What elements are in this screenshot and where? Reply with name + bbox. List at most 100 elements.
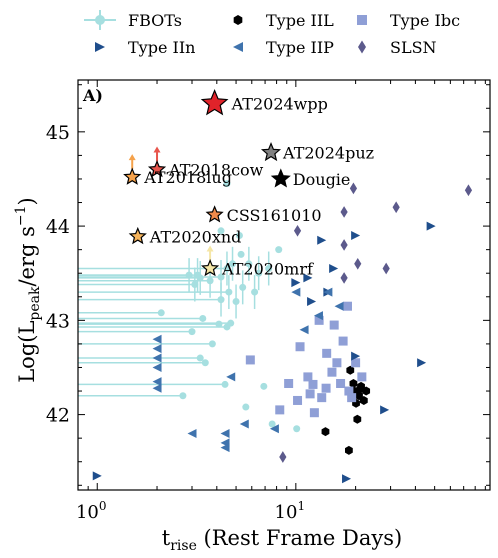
fbot-point [191, 281, 199, 289]
iip-point [239, 419, 249, 429]
event-label: AT2018cow [168, 161, 264, 180]
iin-point [307, 296, 317, 306]
ibc-point [275, 405, 285, 415]
legend-marker-slsn [358, 40, 366, 54]
iin-point [351, 231, 361, 241]
iil-point [353, 414, 362, 424]
plot-frame [77, 79, 491, 491]
iil-point [356, 384, 365, 394]
legend-marker-ibc [357, 15, 367, 25]
fbot-point [223, 180, 231, 188]
ibc-point [344, 386, 354, 396]
fbot-point [275, 246, 283, 254]
fbot-point [293, 425, 301, 433]
slsn-point [464, 184, 473, 197]
y-tick-label: 45 [46, 122, 70, 144]
upper-limit-arrowhead [128, 154, 136, 161]
fbot-point [157, 309, 165, 317]
iin-point [417, 358, 427, 368]
slsn-point [293, 224, 302, 237]
ibc-point [314, 315, 324, 325]
slsn-point [340, 272, 348, 284]
legend-marker-iil [233, 15, 243, 25]
event-label: Dougie [293, 170, 351, 189]
fbot-point [260, 382, 268, 390]
legend-label-ibc: Type Ibc [390, 11, 460, 30]
iip-point [299, 325, 309, 335]
ibc-point [293, 395, 303, 405]
iip-point [152, 377, 162, 387]
iip-point [152, 344, 162, 354]
iin-point [380, 405, 390, 415]
ibc-point [342, 301, 352, 311]
x-tick-label: 100 [76, 499, 107, 523]
event-label: CSS161010 [227, 206, 322, 225]
event-label: AT2018lug [143, 168, 232, 187]
slsn-point [382, 262, 390, 275]
axes: 100 101 42 43 44 45 [46, 80, 490, 523]
event-label: AT2020mrf [221, 260, 314, 279]
y-tick-label: 44 [46, 216, 70, 238]
fbot-point [217, 273, 225, 281]
fbot-point [215, 320, 223, 328]
upper-limit-arrowhead [206, 245, 214, 252]
ibc-point [347, 393, 357, 403]
legend-label-iip: Type IIP [266, 38, 334, 57]
legend-label-slsn: SLSN [390, 38, 437, 57]
iip-point [334, 301, 344, 311]
fbot-point [217, 296, 225, 304]
fbot-point [201, 359, 209, 367]
legend-label-iin: Type IIn [128, 38, 195, 57]
fbot-point [179, 392, 187, 400]
event-star [123, 167, 142, 185]
iip-point [152, 362, 162, 372]
iin-point [317, 235, 327, 245]
iin-point [351, 351, 361, 361]
iil-point [321, 427, 330, 437]
ibc-point [357, 372, 367, 382]
ibc-point [336, 378, 346, 388]
fbot-point [235, 232, 243, 240]
y-tick-label: 43 [46, 310, 70, 332]
iip-point [187, 428, 197, 438]
fbot-point [251, 288, 259, 296]
fbot-point [208, 340, 216, 348]
fbot-point [268, 420, 276, 428]
fbot-point [188, 328, 196, 336]
ibc-point [295, 342, 305, 352]
x-tick-label: 101 [275, 499, 306, 523]
legend-marker-iip [233, 42, 243, 52]
ibc-point [327, 367, 337, 377]
iin-point [342, 474, 352, 484]
fbot-point [223, 265, 231, 273]
slsn-point [349, 182, 358, 195]
event-star [147, 159, 167, 178]
fbot-point [237, 250, 245, 258]
ibc-point [338, 336, 348, 346]
ibc-point [351, 358, 361, 368]
ibc-point [303, 372, 313, 382]
fbot-point [242, 403, 250, 411]
ibc-point [322, 348, 332, 358]
ibc-point [245, 355, 255, 365]
fbot-point [196, 274, 204, 282]
fbot-point [196, 354, 204, 362]
iil-point [349, 378, 358, 388]
ibc-point [284, 378, 294, 388]
event-star [200, 258, 220, 277]
legend-marker-fbot [95, 15, 105, 25]
legend-label-fbot: FBOTs [128, 11, 182, 30]
fbot-point [245, 260, 253, 268]
iil-point [362, 386, 371, 396]
iin-point [303, 273, 313, 283]
fbot-point [217, 227, 225, 235]
event-star [260, 142, 282, 162]
legend: FBOTs Type IIL Type Ibc Type IIn Type IIP SLS… [84, 10, 460, 57]
ibc-point [309, 408, 319, 418]
event-star [205, 205, 224, 223]
fbot-point [223, 323, 231, 331]
iip-point [291, 287, 301, 297]
iip-point [152, 353, 162, 363]
iip-point [269, 424, 279, 434]
